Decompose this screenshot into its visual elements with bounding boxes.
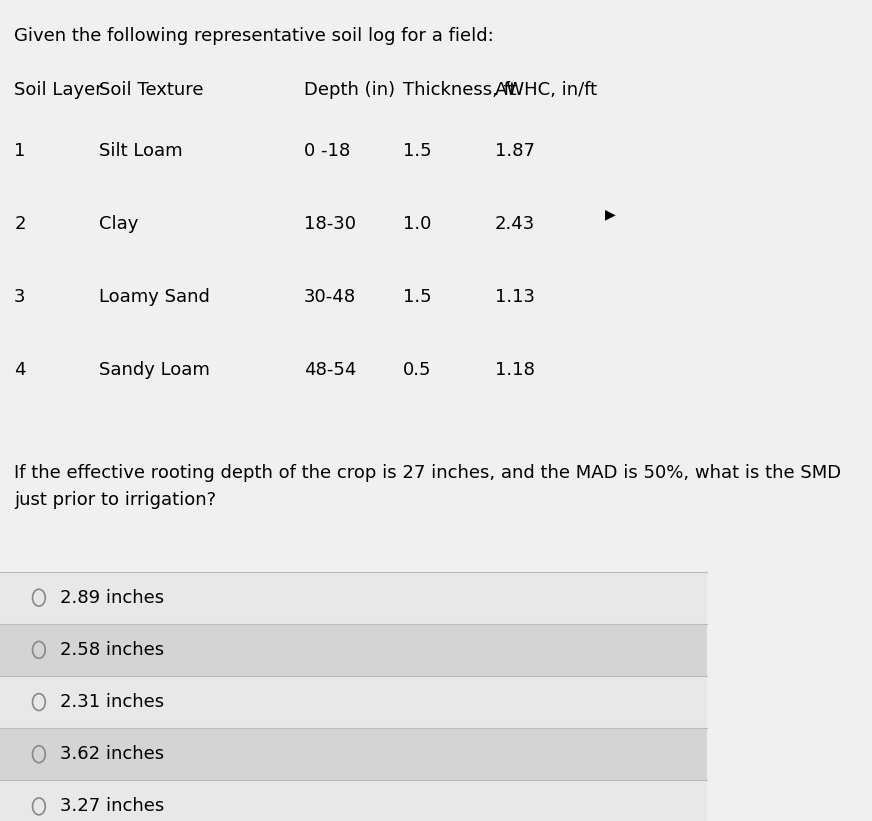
Text: 1.18: 1.18 [495,360,535,378]
Text: AWHC, in/ft: AWHC, in/ft [495,80,597,99]
Text: 30-48: 30-48 [304,287,356,305]
Text: 2.58 inches: 2.58 inches [60,641,164,659]
Text: 4: 4 [14,360,25,378]
Text: Loamy Sand: Loamy Sand [99,287,210,305]
Text: 2.31 inches: 2.31 inches [60,693,164,711]
Text: Given the following representative soil log for a field:: Given the following representative soil … [14,27,494,45]
Text: 2.89 inches: 2.89 inches [60,589,164,607]
Text: Soil Texture: Soil Texture [99,80,203,99]
Text: Sandy Loam: Sandy Loam [99,360,210,378]
Text: 1.0: 1.0 [403,215,432,233]
Text: 1.5: 1.5 [403,287,432,305]
Text: ▶: ▶ [604,207,616,221]
Text: 48-54: 48-54 [304,360,357,378]
Text: Clay: Clay [99,215,139,233]
Text: Thickness, ft: Thickness, ft [403,80,516,99]
Bar [0,624,707,676]
Text: 1.13: 1.13 [495,287,535,305]
Text: 1: 1 [14,142,25,160]
Text: 3: 3 [14,287,25,305]
Text: Depth (in): Depth (in) [304,80,395,99]
Bar [0,571,707,624]
Text: Silt Loam: Silt Loam [99,142,182,160]
Text: 3.27 inches: 3.27 inches [60,797,164,815]
Text: 3.62 inches: 3.62 inches [60,745,164,764]
Text: 2: 2 [14,215,25,233]
Text: Soil Layer: Soil Layer [14,80,103,99]
Bar [0,780,707,821]
Bar [0,728,707,780]
Text: 0 -18: 0 -18 [304,142,351,160]
Text: 18-30: 18-30 [304,215,356,233]
Text: 1.5: 1.5 [403,142,432,160]
Text: If the effective rooting depth of the crop is 27 inches, and the MAD is 50%, wha: If the effective rooting depth of the cr… [14,464,841,508]
Text: 1.87: 1.87 [495,142,535,160]
Text: 0.5: 0.5 [403,360,432,378]
Bar [0,676,707,728]
Text: 2.43: 2.43 [495,215,535,233]
